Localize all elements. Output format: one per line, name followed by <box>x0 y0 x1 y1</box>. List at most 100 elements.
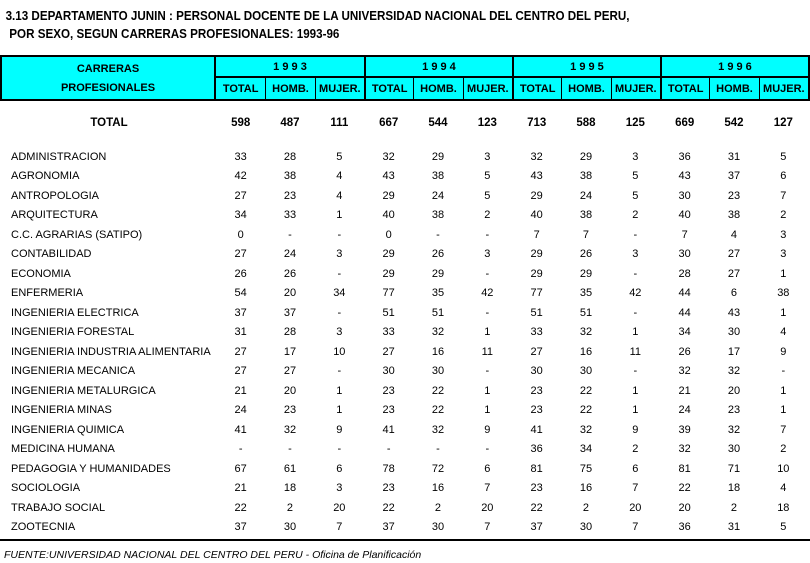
row-value: 30 <box>431 521 445 534</box>
row-value: 26 <box>283 267 297 280</box>
table-row: AGRONOMIA 42 38 4 43 38 5 43 38 5 43 37 6 <box>2 167 808 187</box>
row-value: 23 <box>530 384 543 397</box>
row-value: 29 <box>431 267 445 280</box>
table-row: MEDICINA HUMANA - - - - - - 36 34 2 32 30 2 <box>2 440 808 460</box>
row-value: 51 <box>579 306 593 319</box>
row-value: 29 <box>382 248 395 261</box>
row-value: - <box>633 365 638 378</box>
row-value: 23 <box>530 404 543 417</box>
row-value: 1 <box>484 404 491 417</box>
header-year-1994: 1 9 9 4 <box>363 57 512 78</box>
row-value: 23 <box>283 404 297 417</box>
row-value: 24 <box>431 189 445 202</box>
table-row: INGENIERIA QUIMICA 41 32 9 41 32 9 41 32 9 39 32 7 <box>2 420 808 440</box>
row-value: 32 <box>530 150 543 163</box>
table-row: CONTABILIDAD 27 24 3 29 26 3 29 26 3 30 27 3 <box>2 245 808 265</box>
row-value: 2 <box>780 209 787 222</box>
row-value: 38 <box>579 209 593 222</box>
header-1994-total: TOTAL <box>363 78 413 99</box>
row-value: 7 <box>780 189 787 202</box>
row-value: 16 <box>431 345 445 358</box>
row-value: - <box>485 267 490 280</box>
row-value: 75 <box>579 462 593 475</box>
row-value: 20 <box>678 501 691 514</box>
table-row: ANTROPOLOGIA 27 23 4 29 24 5 29 24 5 30 23 7 <box>2 186 808 206</box>
row-value: 10 <box>333 345 346 358</box>
row-value: 16 <box>579 345 593 358</box>
row-value: 22 <box>234 501 247 514</box>
row-value: 71 <box>727 462 741 475</box>
row-value: - <box>337 228 342 241</box>
row-value: 27 <box>234 248 247 261</box>
row-value: 17 <box>727 345 741 358</box>
row-label: INGENIERIA MINAS <box>11 404 112 417</box>
row-value: 27 <box>283 365 297 378</box>
row-label: C.C. AGRARIAS (SATIPO) <box>11 228 143 241</box>
row-value: 30 <box>382 365 395 378</box>
page-title: 3.13 DEPARTAMENTO JUNIN : PERSONAL DOCEN… <box>0 0 753 43</box>
table-row: C.C. AGRARIAS (SATIPO) 0 - - 0 - - 7 7 - 7 4 3 <box>2 225 808 245</box>
row-value: 33 <box>530 326 543 339</box>
row-value: 37 <box>382 521 395 534</box>
row-label: INGENIERIA QUIMICA <box>11 423 125 436</box>
row-value: 43 <box>727 306 741 319</box>
row-value: 34 <box>579 443 593 456</box>
row-value: 4 <box>780 482 787 495</box>
row-value: - <box>485 365 490 378</box>
row-value: 18 <box>727 482 741 495</box>
row-value: - <box>386 443 391 456</box>
row-value: 2 <box>780 443 787 456</box>
row-value: 16 <box>579 482 593 495</box>
row-value: 34 <box>234 209 247 222</box>
row-value: 7 <box>780 423 787 436</box>
header-1995-total: TOTAL <box>511 78 561 99</box>
row-value: 33 <box>382 326 395 339</box>
row-value: 32 <box>283 423 297 436</box>
row-value: 27 <box>727 248 741 261</box>
header-careers-column: CARRERAS PROFESIONALES <box>2 57 216 99</box>
row-value: 54 <box>234 287 247 300</box>
row-label: ANTROPOLOGIA <box>11 189 100 202</box>
table-row: PEDAGOGIA Y HUMANIDADES 67 61 6 78 72 6 81 75 6 81… <box>2 459 808 479</box>
row-value: 3 <box>780 248 787 261</box>
row-label: INGENIERIA FORESTAL <box>11 326 135 339</box>
row-value: 27 <box>234 365 247 378</box>
row-value: 30 <box>678 248 691 261</box>
row-value: 487 <box>280 116 300 129</box>
row-value: 7 <box>681 228 688 241</box>
row-spacer <box>2 135 808 147</box>
row-value: 38 <box>777 287 790 300</box>
table-row-total: TOTAL 598 487 111 667 544 123 713 588 125 669 542 12… <box>2 101 808 135</box>
row-value: - <box>436 228 440 241</box>
row-value: 1 <box>632 326 639 339</box>
row-value: 32 <box>579 326 593 339</box>
row-value: 5 <box>780 521 787 534</box>
row-value: 22 <box>431 404 445 417</box>
row-label: ENFERMERIA <box>11 287 84 300</box>
row-value: 5 <box>632 170 639 183</box>
header-year-1993: 1 9 9 3 <box>216 57 364 78</box>
row-value: 2 <box>434 501 442 514</box>
row-value: 81 <box>678 462 691 475</box>
row-value: 2 <box>632 209 639 222</box>
row-value: 30 <box>431 365 445 378</box>
row-value: 7 <box>484 521 491 534</box>
row-label: TOTAL <box>90 116 128 129</box>
table-row: INGENIERIA MINAS 24 23 1 23 22 1 23 22 1 24 23 1 <box>2 401 808 421</box>
header-1995-homb: HOMB. <box>561 78 610 99</box>
row-label: ADMINISTRACION <box>11 150 107 163</box>
row-value: - <box>633 228 638 241</box>
row-value: 33 <box>234 150 247 163</box>
row-value: 20 <box>727 384 741 397</box>
row-value: 9 <box>336 423 343 436</box>
header-1996-total: TOTAL <box>659 78 709 99</box>
row-value: 67 <box>234 462 247 475</box>
table-row: INGENIERIA FORESTAL 31 28 3 33 32 1 33 32 1 34 30 4 <box>2 323 808 343</box>
row-value: 27 <box>382 345 395 358</box>
row-value: 29 <box>382 267 395 280</box>
row-value: 1 <box>780 384 787 397</box>
row-value: 41 <box>234 423 247 436</box>
row-value: 6 <box>730 287 738 300</box>
row-label: SOCIOLOGIA <box>11 482 81 495</box>
row-value: 29 <box>579 267 593 280</box>
